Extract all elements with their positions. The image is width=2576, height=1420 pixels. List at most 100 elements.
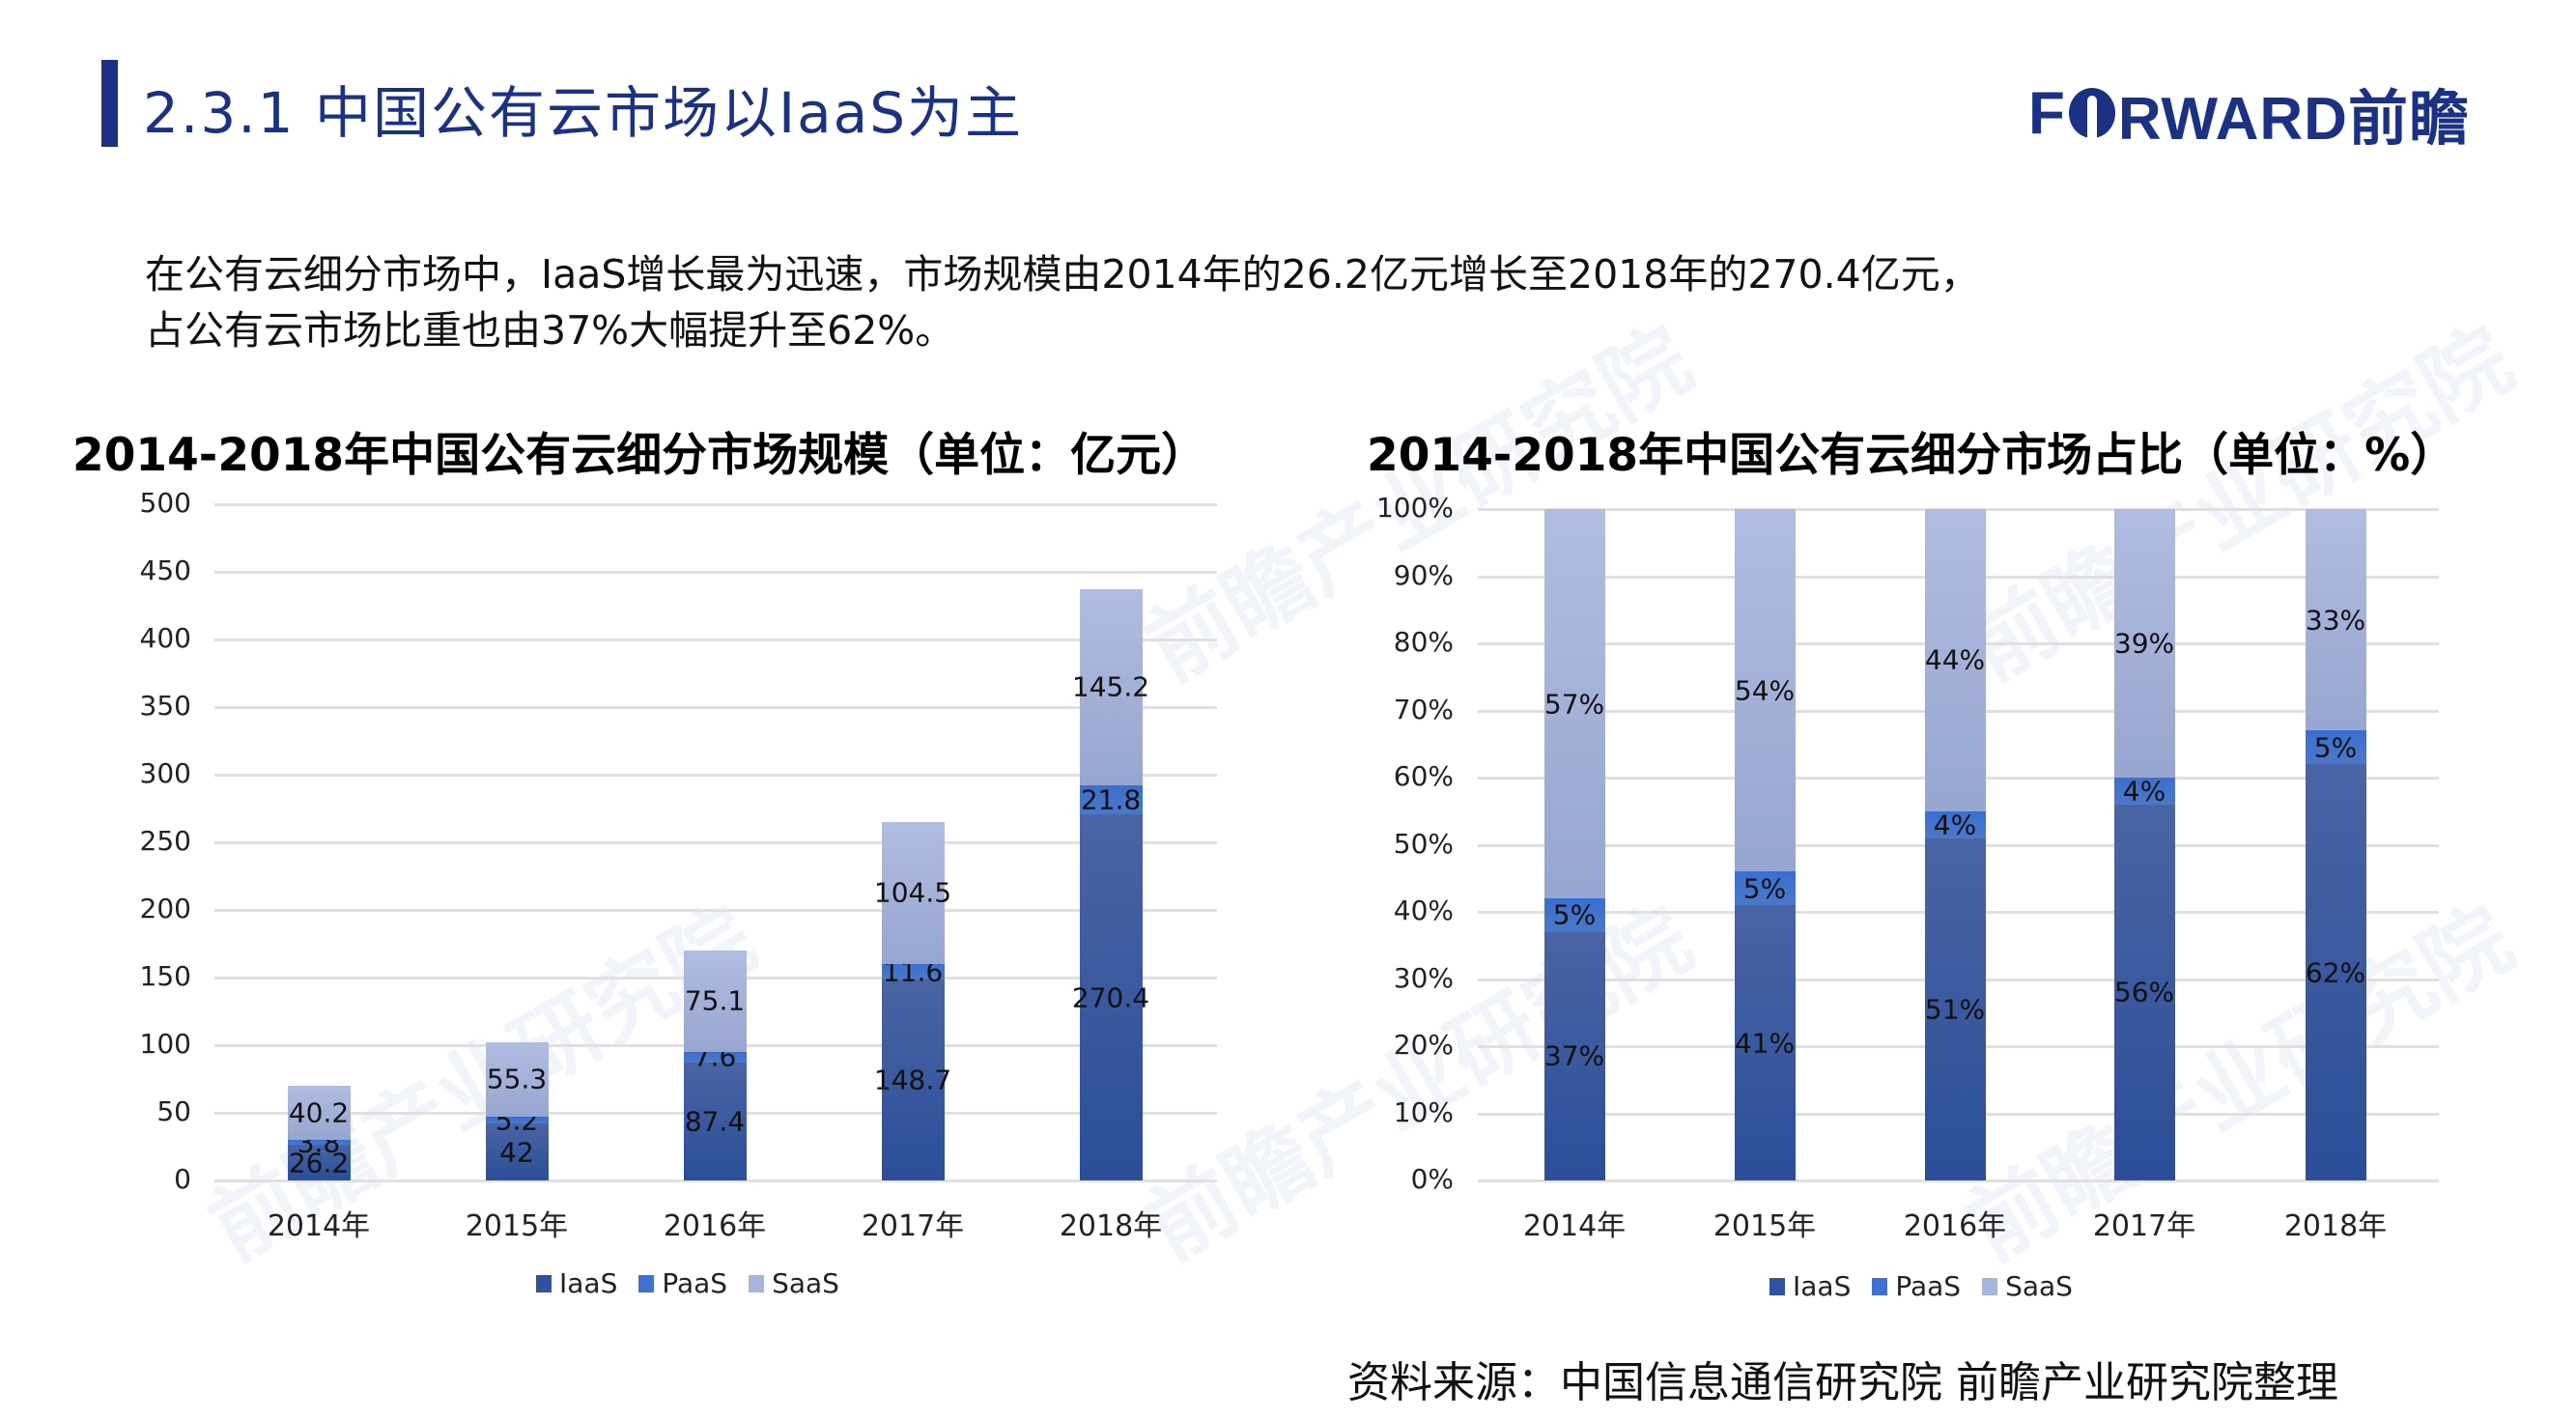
- legend-label: IaaS: [559, 1267, 618, 1299]
- y-axis-tick-label: 10%: [1393, 1095, 1454, 1128]
- forward-logo: F RWARD前瞻: [2028, 79, 2470, 154]
- page-title: 2.3.1 中国公有云市场以IaaS为主: [143, 80, 1024, 146]
- stacked-bar: 87.4 7.6 75.1: [683, 950, 747, 1180]
- data-label: 42: [499, 1136, 534, 1169]
- legend-swatch-icon: [1982, 1277, 1998, 1295]
- logo-text-left: F: [2028, 79, 2066, 147]
- legend-swatch-icon: [749, 1274, 765, 1292]
- y-axis-tick-label: 100: [139, 1028, 191, 1060]
- legend-label: PaaS: [1895, 1270, 1962, 1302]
- x-axis-tick-label: 2016年: [663, 1209, 767, 1243]
- stacked-bar: 62% 5% 33%: [2305, 509, 2366, 1180]
- data-label: 57%: [1543, 688, 1605, 721]
- data-label: 75.1: [684, 984, 746, 1017]
- gridline: [214, 1179, 1217, 1182]
- stacked-bar: 270.4 21.8 145.2: [1072, 588, 1149, 1180]
- x-axis-tick-label: 2014年: [1522, 1209, 1627, 1243]
- bar-segment-iaas: 62%: [2305, 764, 2366, 1180]
- legend-item-iaas: IaaS: [536, 1267, 617, 1299]
- chart-legend: IaaS PaaS SaaS: [536, 1267, 839, 1299]
- bar-segment-iaas: 87.4: [683, 1062, 747, 1180]
- y-axis-tick-label: 80%: [1393, 626, 1454, 658]
- bar-segment-iaas: 37%: [1543, 931, 1605, 1180]
- gridline: [214, 774, 1217, 777]
- gridline: [214, 706, 1217, 709]
- bar-segment-paas: 4%: [2113, 775, 2175, 807]
- chart-legend: IaaS PaaS SaaS: [1769, 1270, 2073, 1302]
- bar-segment-paas: 11.6: [881, 955, 945, 987]
- bar-segment-paas: 21.8: [1079, 784, 1143, 816]
- intro-line-1: 在公有云细分市场中，IaaS增长最为迅速，市场规模由2014年的26.2亿元增长…: [145, 251, 1980, 298]
- legend-label: IaaS: [1793, 1270, 1852, 1302]
- bar-segment-paas: 5%: [1734, 871, 1796, 906]
- x-axis-tick-label: 2018年: [1059, 1209, 1163, 1243]
- y-axis-tick-label: 0%: [1410, 1163, 1454, 1195]
- legend-swatch-icon: [638, 1274, 655, 1292]
- bar-segment-iaas: 42: [485, 1123, 549, 1180]
- x-axis-tick-label: 2015年: [465, 1209, 569, 1243]
- y-axis-tick-label: 100%: [1375, 492, 1454, 524]
- x-axis-tick-label: 2017年: [2092, 1209, 2196, 1243]
- data-label: 145.2: [1071, 670, 1150, 703]
- bar-segment-paas: 5%: [2305, 730, 2366, 765]
- legend-swatch-icon: [1872, 1277, 1888, 1295]
- bar-segment-saas: 44%: [1924, 509, 1986, 811]
- x-axis-tick-label: 2016年: [1903, 1209, 2007, 1243]
- bar-segment-iaas: 51%: [1924, 838, 1986, 1180]
- x-axis-tick-label: 2015年: [1713, 1209, 1817, 1243]
- bar-segment-iaas: 148.7: [874, 979, 951, 1180]
- source-note: 资料来源：中国信息通信研究院 前瞻产业研究院整理: [1347, 1358, 2338, 1407]
- bar-segment-iaas: 270.4: [1072, 814, 1149, 1180]
- gridline: [1478, 1179, 2439, 1182]
- legend-label: SaaS: [2005, 1270, 2073, 1302]
- bar-segment-saas: 40.2: [287, 1085, 351, 1140]
- stacked-bar: 41% 5% 54%: [1734, 509, 1796, 1180]
- legend-swatch-icon: [536, 1274, 552, 1292]
- data-label: 62%: [2305, 956, 2366, 989]
- data-label: 148.7: [873, 1064, 952, 1096]
- y-axis-tick-label: 350: [139, 690, 191, 722]
- y-axis-tick-label: 400: [139, 622, 191, 654]
- bar-segment-paas: 4%: [1924, 809, 1986, 841]
- legend-item-iaas: IaaS: [1769, 1270, 1851, 1302]
- y-axis-tick-label: 500: [139, 487, 191, 519]
- bar-segment-paas: 3.8: [287, 1126, 351, 1158]
- y-axis-tick-label: 70%: [1393, 693, 1454, 725]
- y-axis-tick-label: 150: [139, 960, 191, 992]
- intro-line-2: 占公有云市场比重也由37%大幅提升至62%。: [145, 307, 955, 354]
- y-axis-tick-label: 30%: [1393, 961, 1454, 994]
- data-label: 55.3: [486, 1063, 548, 1095]
- y-axis-tick-label: 250: [139, 825, 191, 857]
- bar-segment-saas: 39%: [2113, 509, 2175, 779]
- gridline: [214, 571, 1217, 574]
- bar-segment-paas: 5%: [1543, 898, 1605, 932]
- y-axis-tick-label: 450: [139, 554, 191, 586]
- x-axis-tick-label: 2018年: [2283, 1209, 2388, 1243]
- gridline: [214, 841, 1217, 844]
- stacked-bar: 37% 5% 57%: [1543, 509, 1605, 1180]
- stacked-bar: 51% 4% 44%: [1924, 509, 1986, 1180]
- bar-segment-iaas: 56%: [2113, 804, 2175, 1180]
- stacked-bar: 56% 4% 39%: [2113, 509, 2175, 1180]
- y-axis-tick-label: 300: [139, 757, 191, 789]
- y-axis-tick-label: 50: [156, 1095, 191, 1127]
- data-label: 41%: [1734, 1027, 1796, 1060]
- data-label: 104.5: [873, 876, 952, 909]
- data-label: 4%: [1933, 809, 1977, 841]
- market-share-chart-title: 2014-2018年中国公有云细分市场占比（单位：%）: [1367, 429, 2456, 482]
- x-axis-tick-label: 2017年: [861, 1209, 965, 1243]
- bar-segment-saas: 55.3: [485, 1041, 549, 1117]
- y-axis-tick-label: 90%: [1393, 558, 1454, 591]
- bar-segment-paas: 7.6: [683, 1041, 747, 1073]
- logo-text-right: RWARD前瞻: [2117, 86, 2470, 153]
- data-label: 54%: [1734, 674, 1796, 707]
- title-accent-bar: [101, 60, 118, 147]
- x-axis-tick-label: 2014年: [267, 1209, 371, 1243]
- bar-segment-iaas: 26.2: [287, 1145, 351, 1180]
- legend-item-paas: PaaS: [1872, 1270, 1961, 1302]
- data-label: 40.2: [288, 1096, 350, 1129]
- legend-swatch-icon: [1769, 1277, 1785, 1295]
- y-axis-tick-label: 40%: [1393, 895, 1454, 926]
- bar-segment-saas: 57%: [1543, 509, 1605, 899]
- gridline: [214, 639, 1217, 641]
